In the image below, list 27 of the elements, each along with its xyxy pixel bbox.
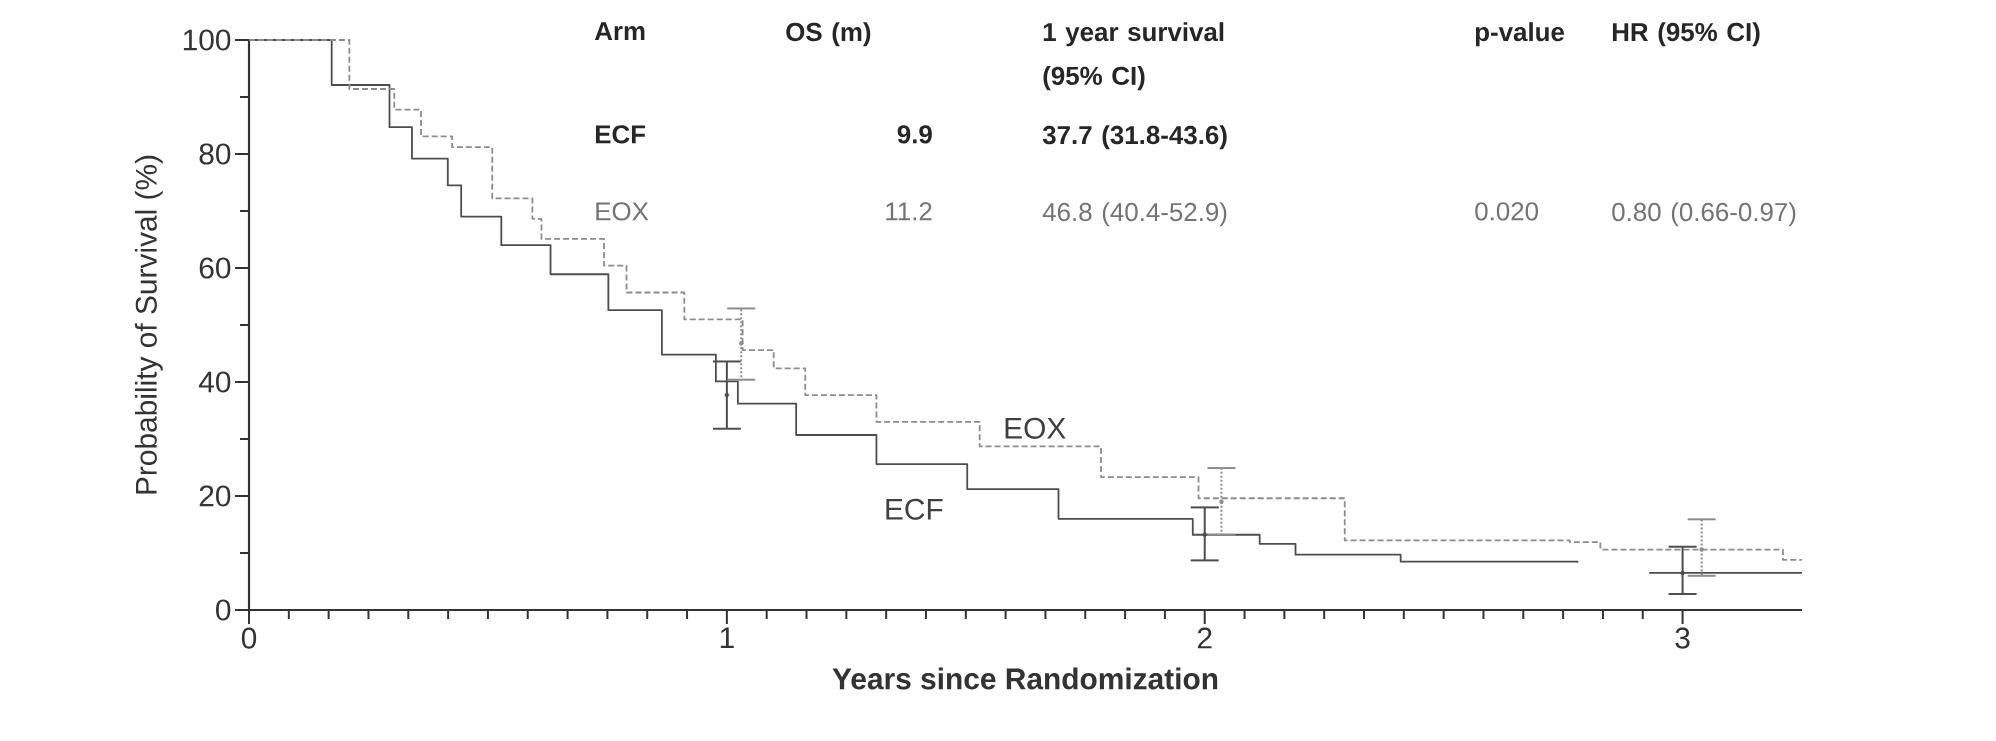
annotation: ECF — [595, 125, 646, 144]
y-axis-title: Probability of Survival (%) — [134, 155, 163, 494]
x-tick-label: 0 — [241, 627, 257, 649]
annotation: 9.9 — [897, 125, 932, 144]
series-label: EOX — [1005, 417, 1066, 439]
y-tick-label: 100 — [183, 29, 231, 51]
y-tick-label: 80 — [199, 143, 231, 165]
y-tick-label: 60 — [199, 257, 231, 279]
annotation: 46.8 (40.4-52.9) — [1042, 202, 1227, 227]
annotation: 11.2 — [886, 202, 932, 221]
x-tick-label: 2 — [1197, 627, 1212, 649]
annotation: 0.020 — [1475, 202, 1538, 221]
annotation: p-value — [1475, 22, 1564, 47]
annotation: OS (m) — [786, 22, 871, 47]
x-tick-label: 1 — [720, 627, 734, 649]
x-axis-title: Years since Randomization — [832, 667, 1218, 690]
annotation: 0.80 (0.66-0.97) — [1612, 202, 1796, 227]
annotation: 37.7 (31.8-43.6) — [1042, 125, 1227, 150]
y-tick-label: 0 — [216, 599, 231, 621]
annotation: EOX — [596, 202, 649, 221]
annotation: Arm — [594, 22, 645, 41]
series-label: ECF — [886, 498, 943, 520]
y-tick-label: 40 — [198, 371, 231, 393]
annotation: 1 year survival (95% CI) — [1043, 22, 1224, 91]
y-tick-label: 20 — [199, 485, 231, 507]
annotation: HR (95% CI) — [1612, 22, 1760, 47]
x-tick-label: 3 — [1675, 627, 1690, 649]
